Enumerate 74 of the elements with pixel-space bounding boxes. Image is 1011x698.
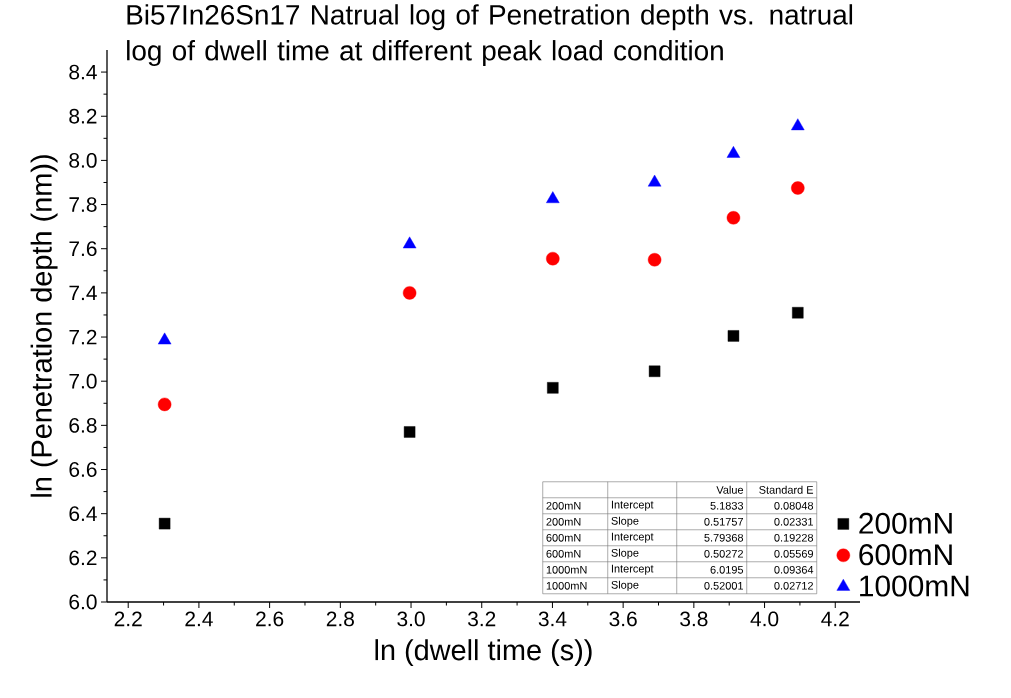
point [647, 174, 662, 187]
legend-label: 200mN [859, 512, 952, 534]
annotation: 1000mN [546, 581, 587, 590]
annotation: Value [716, 485, 744, 494]
y-tick-label: 6.6 [69, 462, 97, 477]
annotation: Slope [611, 516, 639, 527]
y-tick-label: 8.0 [69, 152, 97, 168]
x-tick-label: 4.0 [750, 611, 779, 627]
annotation: 0.09364 [774, 565, 814, 574]
annotation: Intercept [611, 532, 654, 543]
y-tick-label: 6.8 [69, 417, 97, 433]
point [157, 332, 172, 345]
x-tick-label: 2.4 [185, 611, 213, 627]
point [403, 426, 416, 438]
chart-title: Bi57In26Sn17 Natrual log of Penetration depth vs. natrual log of dwell time at different peak load condition [127, 4, 853, 67]
annotation: 0.02331 [774, 517, 813, 526]
y-tick-label: 6.0 [69, 594, 97, 610]
y-tick-label: 7.8 [69, 197, 97, 212]
y-axis-title: ln (Penetration depth (nm)) [30, 155, 58, 497]
annotation: 0.05569 [774, 549, 814, 558]
annotation: 0.51757 [704, 517, 743, 526]
point [546, 251, 560, 266]
y-tick-label: 7.4 [69, 285, 97, 301]
y-tick-label: 6.4 [69, 506, 97, 522]
y-tick-label: 7.6 [69, 241, 97, 257]
point [402, 286, 417, 300]
legend-label: 1000mN [860, 575, 969, 597]
y-tick-label: 6.2 [69, 550, 97, 566]
point [158, 517, 171, 530]
x-tick-label: 3.6 [609, 611, 637, 627]
annotation: Standard E [759, 485, 814, 494]
legend-label: 600mN [859, 544, 952, 566]
y-tick-label: 8.4 [69, 64, 97, 80]
annotation: 600mN [546, 549, 581, 558]
point [648, 365, 661, 377]
annotation: Slope [611, 580, 639, 591]
point [791, 181, 805, 195]
point [546, 191, 560, 203]
point [726, 211, 741, 225]
annotation: Intercept [611, 564, 654, 575]
annotation: 200mN [546, 501, 581, 510]
y-tick-label: 8.2 [69, 108, 97, 124]
annotation: 200mN [546, 517, 581, 526]
y-tick-label: 7.0 [69, 373, 97, 389]
point [157, 397, 172, 412]
x-tick-label: 2.2 [114, 611, 142, 627]
annotation: 5.1833 [710, 501, 744, 510]
x-tick-label: 3.8 [680, 611, 708, 627]
annotation: Intercept [611, 500, 654, 511]
annotation: 0.08048 [774, 501, 814, 510]
x-axis-title: ln (dwell time (s)) [375, 639, 592, 667]
x-tick-label: 3.4 [538, 611, 567, 627]
x-tick-label: 3.0 [397, 611, 425, 627]
annotation: 600mN [546, 533, 581, 542]
annotation: 5.79368 [704, 533, 744, 542]
annotation: 0.50272 [704, 549, 743, 558]
x-tick-label: 4.2 [821, 611, 849, 627]
annotation: 1000mN [546, 565, 587, 574]
annotation: 0.02712 [774, 581, 813, 590]
point [547, 382, 559, 394]
x-tick-label: 3.2 [467, 611, 496, 627]
annotation: 0.19228 [774, 533, 814, 542]
annotation: Slope [611, 548, 639, 559]
x-tick-label: 2.6 [256, 611, 284, 627]
point [792, 307, 804, 319]
point [402, 236, 417, 249]
annotation: 6.0195 [710, 565, 744, 574]
y-tick-label: 7.2 [69, 329, 97, 345]
point [726, 146, 741, 158]
annotation: 0.52001 [704, 581, 743, 590]
point [727, 330, 740, 342]
point [791, 118, 805, 131]
x-tick-label: 2.8 [326, 611, 354, 627]
point [647, 253, 662, 267]
